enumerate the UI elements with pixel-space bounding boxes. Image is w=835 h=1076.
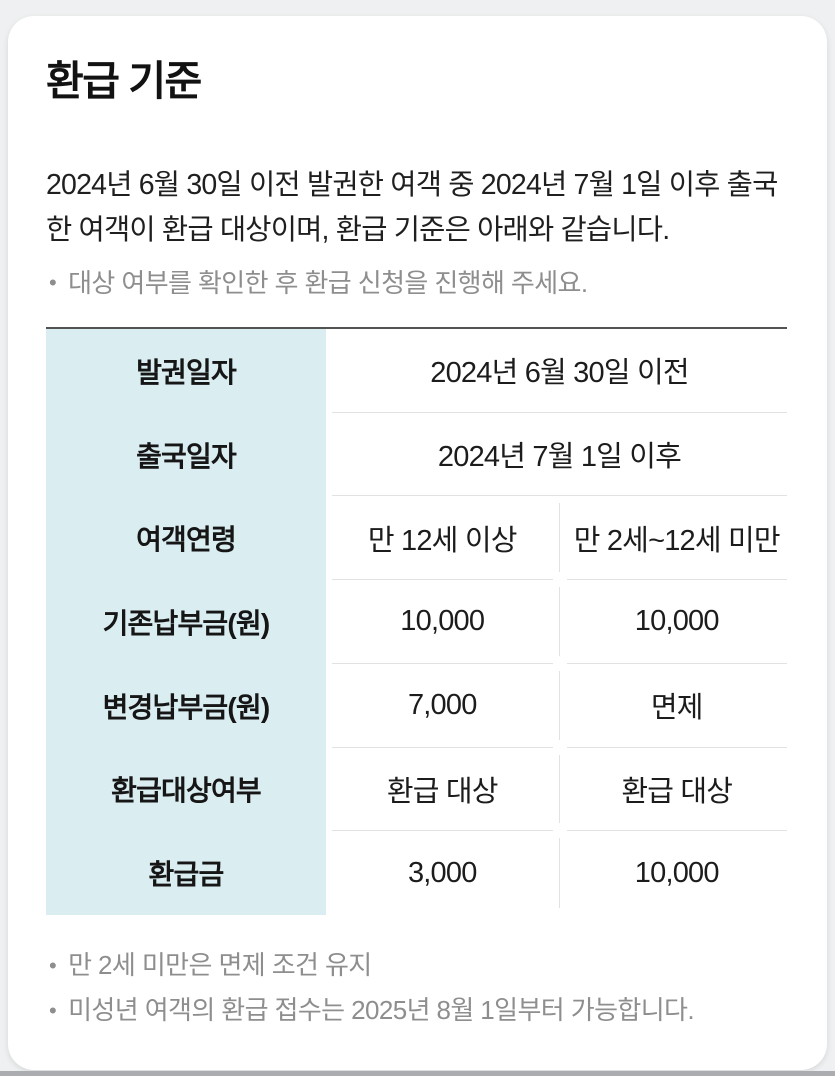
value-existing-payment-child: 10,000 <box>558 580 787 664</box>
footnote-text-minor: 미성년 여객의 환급 접수는 2025년 8월 1일부터 가능합니다. <box>68 995 694 1025</box>
value-eligibility-adult: 환급 대상 <box>332 748 553 832</box>
row-label-refund-amount: 환급금 <box>148 859 225 891</box>
row-label-changed-payment: 변경납부금(원) <box>102 691 271 723</box>
row-label-issue-date: 발권일자 <box>136 356 237 388</box>
row-label-existing-payment: 기존납부금(원) <box>102 608 271 640</box>
value-changed-payment-adult: 7,000 <box>332 664 553 748</box>
value-age-child: 만 2세~12세 미만 <box>558 496 787 581</box>
table-values-column: 2024년 6월 30일 이전 2024년 7월 1일 이후 만 12세 이상 … <box>332 329 787 915</box>
footnote-item: • 미성년 여객의 환급 접수는 2025년 8월 1일부터 가능합니다. <box>46 988 787 1033</box>
bullet-icon: • <box>49 998 57 1023</box>
table-header-column: 발권일자 출국일자 여객연령 기존납부금(원) 변경납부금(원) 환급대상여부 … <box>46 329 326 915</box>
intro-line-1: 2024년 6월 30일 이전 발권한 여객 중 2024년 7월 1일 이후 … <box>46 169 778 201</box>
table-row: 만 12세 이상 만 2세~12세 미만 <box>332 496 787 581</box>
table-row: 3,000 10,000 <box>332 831 787 915</box>
intro-line-2: 한 여객이 환급 대상이며, 환급 기준은 아래와 같습니다. <box>46 214 670 246</box>
table-row: 10,000 10,000 <box>332 580 787 664</box>
bottom-edge-strip <box>0 1071 835 1076</box>
intro-paragraph: 2024년 6월 30일 이전 발권한 여객 중 2024년 7월 1일 이후 … <box>46 163 787 253</box>
bullet-icon: • <box>49 953 57 978</box>
refund-table: 발권일자 출국일자 여객연령 기존납부금(원) 변경납부금(원) 환급대상여부 … <box>46 327 787 915</box>
note-text: 대상 여부를 확인한 후 환급 신청을 진행해 주세요. <box>68 268 588 298</box>
note-item: • 대상 여부를 확인한 후 환급 신청을 진행해 주세요. <box>46 265 787 301</box>
row-label-departure-date: 출국일자 <box>136 440 237 472</box>
value-issue-date: 2024년 6월 30일 이전 <box>332 329 787 413</box>
value-refund-child: 10,000 <box>558 831 788 915</box>
value-refund-adult: 3,000 <box>407 856 477 889</box>
row-label-refund-eligibility: 환급대상여부 <box>111 775 262 807</box>
row-label-passenger-age: 여객연령 <box>136 524 237 556</box>
value-departure-date: 2024년 7월 1일 이후 <box>332 413 787 497</box>
bullet-icon: • <box>49 270 57 295</box>
footnote-item: • 만 2세 미만은 면제 조건 유지 <box>46 943 787 988</box>
value-existing-payment-adult: 10,000 <box>332 580 553 664</box>
value-age-adult: 만 12세 이상 <box>332 496 553 581</box>
value-eligibility-child: 환급 대상 <box>558 748 787 832</box>
refund-criteria-card: 환급 기준 2024년 6월 30일 이전 발권한 여객 중 2024년 7월 … <box>8 16 827 1070</box>
footnotes: • 만 2세 미만은 면제 조건 유지 • 미성년 여객의 환급 접수는 202… <box>46 943 787 1033</box>
table-row: 2024년 7월 1일 이후 <box>332 413 787 497</box>
table-row: 환급 대상 환급 대상 <box>332 748 787 832</box>
table-row: 7,000 면제 <box>332 664 787 748</box>
footnote-text-exemption: 만 2세 미만은 면제 조건 유지 <box>68 950 372 980</box>
table-row: 2024년 6월 30일 이전 <box>332 329 787 413</box>
value-changed-payment-child: 면제 <box>558 664 787 748</box>
page-title: 환급 기준 <box>46 58 202 104</box>
